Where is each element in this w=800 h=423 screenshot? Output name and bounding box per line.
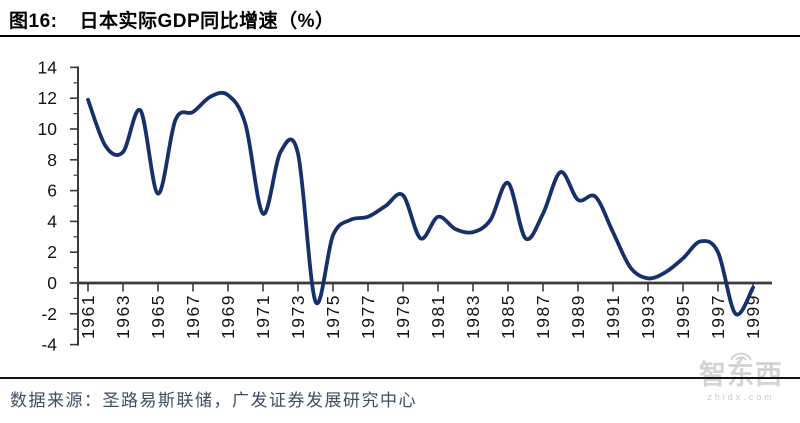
x-axis-tick-label: 1969: [218, 294, 238, 339]
y-axis-tick-label: 4: [47, 211, 57, 231]
x-axis-tick-label: 1965: [148, 294, 168, 339]
y-axis-tick-label: 8: [47, 150, 57, 170]
footer-divider: [0, 377, 800, 379]
y-axis-tick-label: 12: [38, 88, 57, 108]
data-source-note: 数据来源：圣路易斯联储，广发证券发展研究中心: [10, 391, 417, 410]
gdp-growth-series-line: [86, 90, 755, 317]
watermark-logo-text: 智东西: [699, 360, 783, 390]
x-axis-tick-label: 1999: [743, 294, 763, 339]
watermark-zhidx: 智东西 zhidx.com: [698, 348, 784, 402]
x-axis-tick-label: 1995: [673, 294, 693, 339]
x-axis-tick-label: 1983: [463, 294, 483, 339]
x-axis-tick-label: 1961: [78, 294, 98, 339]
y-axis-tick-label: -4: [41, 335, 57, 355]
y-axis-tick-label: 10: [38, 119, 58, 139]
y-axis-tick-label: 14: [38, 57, 58, 77]
x-axis-tick-label: 1979: [393, 294, 413, 339]
x-axis-tick-label: 1963: [113, 294, 133, 339]
y-axis-tick-label: 2: [47, 242, 57, 262]
x-axis-tick-label: 1993: [638, 294, 658, 339]
y-axis-tick-label: 0: [47, 273, 57, 293]
x-axis-tick-label: 1997: [708, 294, 728, 339]
y-axis-tick-label: -2: [41, 304, 57, 324]
x-axis-tick-label: 1967: [183, 294, 203, 339]
x-axis-tick-label: 1985: [498, 294, 518, 339]
x-axis-tick-label: 1971: [253, 294, 273, 339]
figure-title-text: 日本实际GDP同比增速（%）: [79, 11, 335, 32]
x-axis-tick-label: 1975: [323, 294, 343, 339]
x-axis-tick-label: 1973: [288, 294, 308, 339]
figure-number-label: 图16:: [9, 11, 58, 32]
y-axis-tick-label: 6: [47, 181, 57, 201]
watermark-url-text: zhidx.com: [707, 392, 775, 402]
x-axis-tick-label: 1991: [603, 294, 623, 339]
x-axis-tick-label: 1977: [358, 294, 378, 339]
x-axis-tick-label: 1981: [428, 294, 448, 339]
x-axis-tick-label: 1989: [568, 294, 588, 339]
title-divider: [0, 35, 800, 37]
watermark-signal-icon: [730, 352, 752, 361]
figure-title: 图16: 日本实际GDP同比增速（%）: [9, 6, 335, 33]
x-axis-tick-label: 1987: [533, 294, 553, 339]
